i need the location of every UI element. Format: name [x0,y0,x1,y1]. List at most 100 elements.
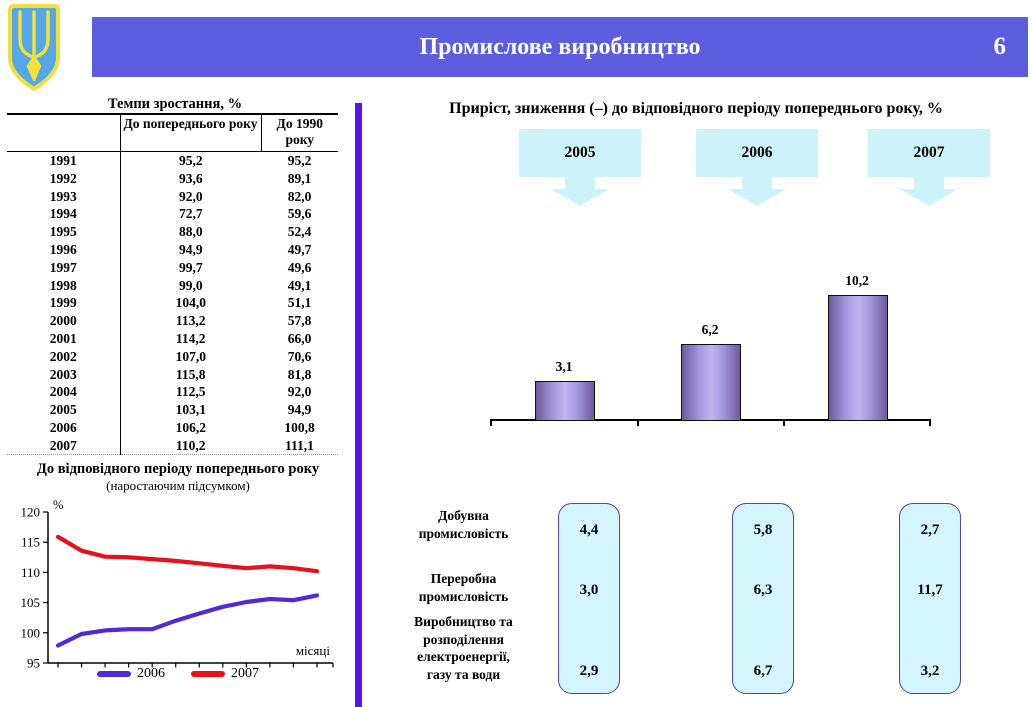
base-1990-value-cell: 51,1 [287,295,312,311]
sector-label-line: Добувна [438,508,489,523]
base-1990-value-cell: 49,1 [287,277,312,293]
bar-axis-tick [636,421,639,426]
table-row: 2002 107,0 70,6 [7,347,338,366]
legend-swatch-2006 [97,671,131,677]
prev-year-value-cell: 114,2 [119,329,261,348]
y-tick-label: 115 [21,535,40,550]
base-1990-value-cell: 70,6 [287,348,312,364]
prev-year-value-cell: 99,0 [119,276,261,295]
table-row: 1995 88,0 52,4 [7,223,338,241]
y-axis-unit-label: % [53,498,63,512]
legend-label-2007: 2007 [231,666,259,681]
down-arrow-icon [551,177,609,206]
year-cell: 1991 [49,152,77,168]
year-cell: 2005 [49,402,77,418]
col-header-year [7,112,120,152]
table-row: 2007 110,2 111,1 [7,436,338,455]
sector-label-line: газу та води [426,666,501,682]
table-row: 1993 92,0 82,0 [7,187,338,206]
bar-2007 [828,295,888,421]
base-1990-value-cell: 94,9 [287,402,312,418]
series-line-2007 [55,534,320,574]
bar-value-label: 3,1 [555,359,573,375]
base-1990-value-cell: 81,8 [287,366,312,382]
year-cell: 1993 [49,188,77,204]
prev-year-value-cell: 107,0 [119,347,261,366]
year-callout-2006: 2006 [696,129,818,177]
page-number: 6 [993,33,1007,60]
bar-axis-tick [783,421,785,426]
sector-value: 6,7 [753,663,773,679]
table-row: 2006 106,2 100,8 [7,418,338,437]
base-1990-value-cell: 95,2 [287,152,312,168]
ukraine-coat-of-arms-icon [5,2,63,94]
year-callout-2007: 2007 [868,129,990,177]
prev-year-value-cell: 115,8 [119,365,261,384]
trident-shield-icon [8,4,60,92]
legend-item-2006: 2006 [97,666,165,682]
x-axis-label: місяці [296,643,331,658]
year-cell: 2003 [49,366,77,382]
base-1990-value-cell: 92,0 [287,384,312,400]
value-box-2006: 5,8 6,3 6,7 [732,503,794,694]
bar-axis-tick [929,421,931,426]
bar-2006 [681,343,741,421]
prev-year-value-cell: 95,2 [119,151,261,170]
table-row: 2003 115,8 81,8 [7,365,338,384]
down-arrow-icon [900,177,958,206]
value-box-2007: 2,7 11,7 3,2 [899,503,961,694]
prev-year-value-cell: 113,2 [119,312,261,330]
table-row: 1999 104,0 51,1 [7,294,338,313]
sector-label-line: Виробництво та [414,614,513,629]
prev-year-value-cell: 94,9 [119,240,261,259]
base-1990-value-cell: 57,8 [287,313,312,329]
year-cell: 2007 [49,437,77,453]
bar-2005 [535,381,595,421]
header-banner: Промислове виробництво 6 [92,17,1028,77]
base-1990-value-cell: 82,0 [287,188,312,204]
y-tick-label: 105 [21,595,41,610]
prev-year-value-cell: 106,2 [119,418,261,437]
table-row: 2004 112,5 92,0 [7,383,338,402]
year-cell: 1995 [49,224,77,240]
legend-swatch-2007 [191,671,225,677]
sector-value: 3,2 [920,663,940,679]
bar-value-label: 10,2 [845,273,869,288]
year-cell: 1999 [49,295,77,311]
line-chart: 95 100 105 110 115 120 % місяці [21,498,334,671]
table-row: 1996 94,9 49,7 [7,240,338,259]
bar-chart: 3,1 6,2 10,2 [490,272,931,430]
base-1990-value-cell: 52,4 [287,224,312,240]
y-tick-label: 95 [27,656,40,671]
year-cell: 2001 [49,330,77,346]
table-row: 2001 114,2 66,0 [7,329,338,348]
prev-year-value-cell: 104,0 [119,294,261,313]
down-arrow-icon [728,177,786,206]
bar-chart-title: Приріст, зниження (–) до відповідного пе… [449,100,943,117]
year-cell: 1998 [49,277,77,293]
prev-year-value-cell: 110,2 [119,436,261,455]
legend-item-2007: 2007 [191,666,259,682]
sector-label-2: Переробна промисловість [366,570,561,605]
sector-value: 2,9 [579,663,599,679]
base-1990-value-cell: 49,6 [287,259,312,275]
sector-label-line: Переробна [430,571,497,586]
year-cell: 2000 [49,313,77,329]
table-row: 1994 72,7 59,6 [7,205,338,224]
sector-value: 2,7 [920,522,940,538]
value-box-2005: 4,4 3,0 2,9 [558,503,620,694]
bar-axis-tick [490,421,492,426]
growth-table-header-row: До попереднього року До 1990 року [7,112,338,152]
table-row: 1991 95,2 95,2 [7,151,338,170]
vertical-divider [355,103,362,707]
prev-year-value-cell: 93,6 [119,169,261,188]
legend-label-2006: 2006 [137,666,165,681]
prev-year-value-cell: 72,7 [119,205,261,224]
prev-year-value-cell: 92,0 [119,187,261,206]
table-row: 1992 93,6 89,1 [7,169,338,188]
bar-value-label: 6,2 [701,321,719,337]
year-cell: 2002 [49,348,77,364]
base-1990-value-cell: 49,7 [287,241,312,257]
line-chart-subtitle: (наростаючим підсумком) [106,478,250,493]
